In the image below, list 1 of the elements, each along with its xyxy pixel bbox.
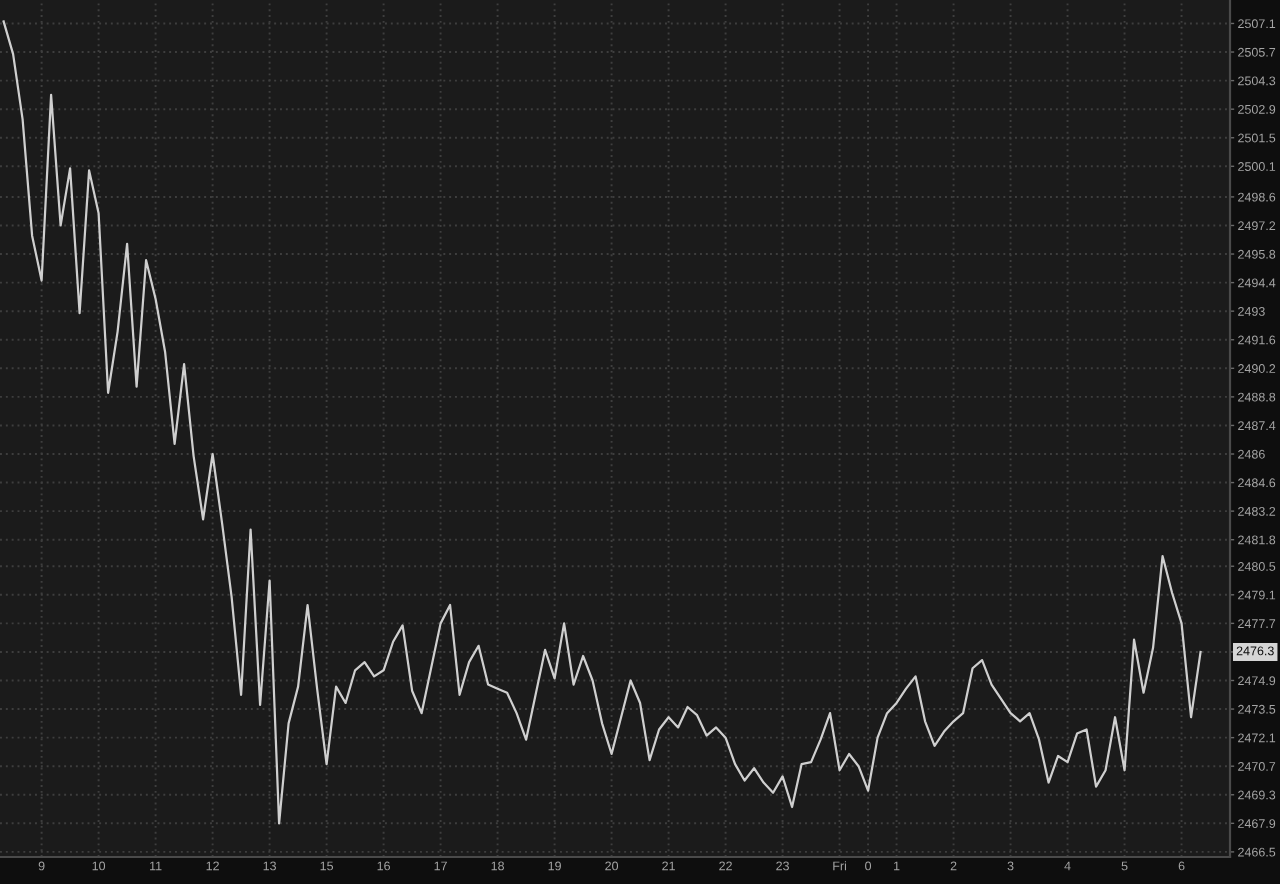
line-series xyxy=(2,20,1202,825)
